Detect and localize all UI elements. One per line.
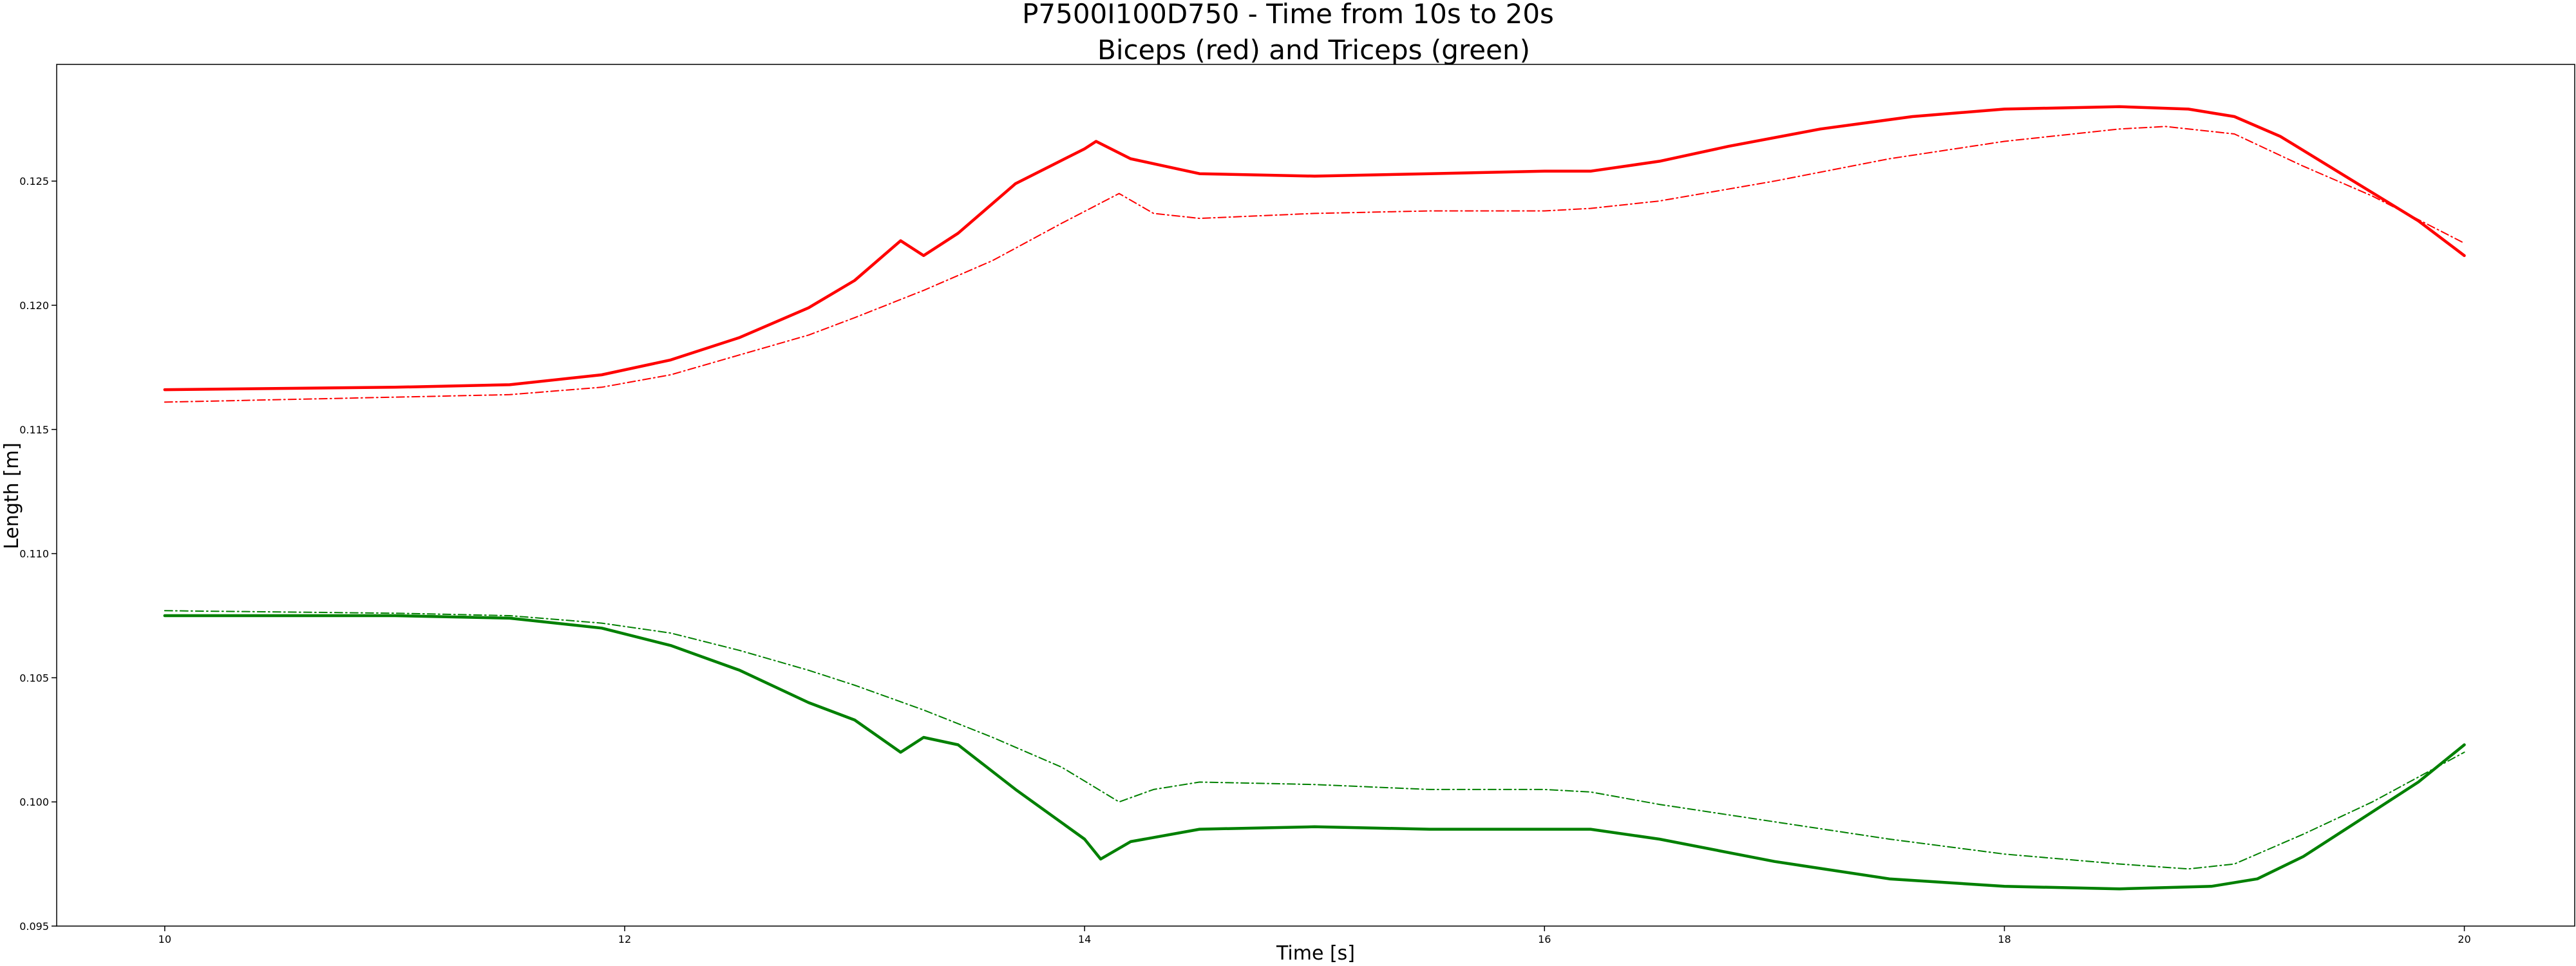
series-layer [163, 105, 2466, 891]
y-tick-label: 0.110 [19, 548, 49, 560]
x-tick-label: 16 [1538, 933, 1551, 945]
x-tick-label: 20 [2458, 933, 2470, 945]
triceps-dashdot-line [164, 610, 2465, 870]
chart-subtitle: Biceps (red) and Triceps (green) [1097, 34, 1530, 66]
y-tick-label: 0.105 [19, 672, 49, 684]
biceps-solid-line [163, 105, 2466, 392]
biceps-dashdot-line [164, 126, 2465, 403]
x-axis-label: Time [s] [1276, 942, 1355, 965]
axis-layer: 10 12 14 16 18 20 0.095 0.100 0.105 0.110 0.115 0.1… [19, 64, 2575, 945]
y-axis-label: Length [m] [1, 442, 23, 549]
x-tick-label: 18 [1998, 933, 2011, 945]
y-tick-label: 0.100 [19, 796, 49, 808]
y-tick-label: 0.115 [19, 424, 49, 436]
x-tick-label: 12 [618, 933, 631, 945]
triceps-solid-line [163, 614, 2466, 891]
plot-frame [56, 64, 2575, 927]
chart-title: P7500I100D750 - Time from 10s to 20s [1022, 0, 1554, 30]
x-tick-label: 14 [1078, 933, 1091, 945]
y-tick-label: 0.095 [19, 920, 49, 933]
x-tick-label: 10 [158, 933, 171, 945]
y-tick-label: 0.125 [19, 175, 49, 187]
y-tick-label: 0.120 [19, 299, 49, 312]
